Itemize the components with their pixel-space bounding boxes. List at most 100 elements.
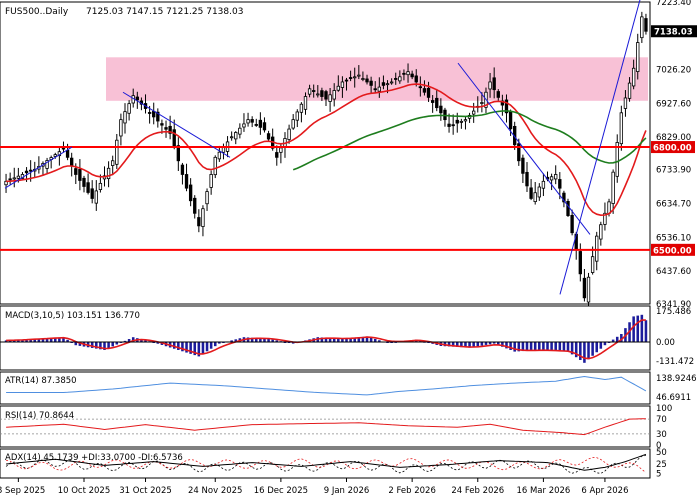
macd-bar <box>533 342 537 351</box>
macd-bar <box>267 338 270 342</box>
macd-tick-label: -131.472 <box>656 357 694 367</box>
candle-body <box>361 78 365 80</box>
macd-bar <box>58 337 61 342</box>
macd-bar <box>517 342 521 352</box>
candle-body <box>418 86 423 89</box>
candle-body <box>615 142 619 177</box>
macd-bar <box>455 342 459 347</box>
candle-body <box>389 81 394 84</box>
macd-bar <box>271 339 274 342</box>
candle-body <box>119 119 123 137</box>
level-label-box <box>651 243 695 256</box>
macd-bar <box>644 320 648 342</box>
macd-bar <box>33 338 37 342</box>
macd-bar <box>213 342 217 347</box>
candle-body <box>340 81 345 88</box>
macd-bar <box>579 342 582 360</box>
macd-bar <box>464 342 467 348</box>
candle-body <box>492 77 496 91</box>
macd-bar <box>62 337 65 342</box>
date-tick-label: 10 Oct 2025 <box>58 486 111 496</box>
macd-bar <box>156 342 160 344</box>
candle-body <box>74 168 78 175</box>
candle-body <box>595 235 599 262</box>
macd-bar <box>521 342 525 352</box>
price-tick-label: 6634.70 <box>656 200 691 210</box>
macd-bar <box>21 339 24 342</box>
candle-body <box>533 192 537 203</box>
candle-body <box>554 174 558 180</box>
macd-bar <box>107 342 110 349</box>
candle-body <box>525 171 529 187</box>
macd-bar <box>181 342 184 352</box>
macd-bar <box>562 342 566 352</box>
level-label-box <box>651 141 695 154</box>
macd-bar <box>131 337 135 342</box>
macd-bar <box>542 342 545 351</box>
candle-body <box>106 167 111 180</box>
adx-label: ADX(14) 45.1739 +DI:33.0700 -DI:6.5736 <box>5 453 183 463</box>
macd-bar <box>419 340 422 342</box>
candle-body <box>394 78 398 80</box>
atr-line <box>6 375 647 396</box>
candle-body <box>488 81 492 90</box>
candle-body <box>504 99 509 114</box>
date-tick-label: 18 Sep 2025 <box>0 486 45 496</box>
candle-body <box>381 82 386 86</box>
candle-body <box>94 190 98 204</box>
date-tick-label: 9 Jan 2026 <box>324 486 370 496</box>
macd-bar <box>488 342 492 345</box>
candle-body <box>156 111 160 122</box>
candle-body <box>455 119 459 124</box>
macd-bar <box>172 342 176 349</box>
candle-body <box>496 91 500 98</box>
macd-bar <box>468 342 471 348</box>
macd-bar <box>550 342 553 351</box>
rsi-tick-label: 100 <box>656 404 672 414</box>
candle-body <box>127 103 131 114</box>
candle-body <box>410 73 414 78</box>
plus-di-line <box>5 455 646 474</box>
macd-bar <box>185 342 188 353</box>
rsi-tick-label: 70 <box>656 415 667 425</box>
macd-bar <box>365 336 369 342</box>
candle-body <box>562 192 566 203</box>
macd-bar <box>177 342 180 350</box>
candle-body <box>111 160 115 166</box>
candle-body <box>619 112 624 145</box>
candle-body <box>471 110 476 115</box>
trend-line <box>559 0 641 295</box>
candle-body <box>291 119 295 129</box>
candle-body <box>246 119 250 124</box>
candle-body <box>242 123 246 128</box>
macd-bar <box>492 342 496 344</box>
macd-bar <box>595 342 598 353</box>
macd-label: MACD(3,10,5) 103.151 136.770 <box>5 311 140 321</box>
candle-body <box>193 197 197 214</box>
macd-bar <box>205 342 209 352</box>
candle-body <box>135 96 139 101</box>
macd-bar <box>193 342 197 356</box>
macd-bar <box>513 342 516 352</box>
candle-body <box>78 169 82 181</box>
candle-body <box>115 139 119 165</box>
macd-bar <box>254 338 258 342</box>
macd-bar <box>525 342 529 351</box>
macd-bar <box>603 342 607 346</box>
candle-body <box>61 147 66 150</box>
macd-bar <box>501 342 504 347</box>
atr-panel <box>0 371 651 405</box>
candle-body <box>307 88 312 95</box>
macd-bar <box>123 340 127 342</box>
macd-bar <box>451 342 455 347</box>
macd-bar <box>566 342 570 352</box>
candle-body <box>644 18 648 32</box>
date-tick-label: 31 Oct 2025 <box>119 486 172 496</box>
trend-line <box>457 62 591 235</box>
price-tick-label: 6536.10 <box>656 233 691 243</box>
candle-body <box>28 169 33 172</box>
candle-body <box>636 42 640 72</box>
candle-body <box>459 120 464 123</box>
macd-bar <box>476 342 480 347</box>
price-tick-label: 6927.60 <box>656 99 691 109</box>
